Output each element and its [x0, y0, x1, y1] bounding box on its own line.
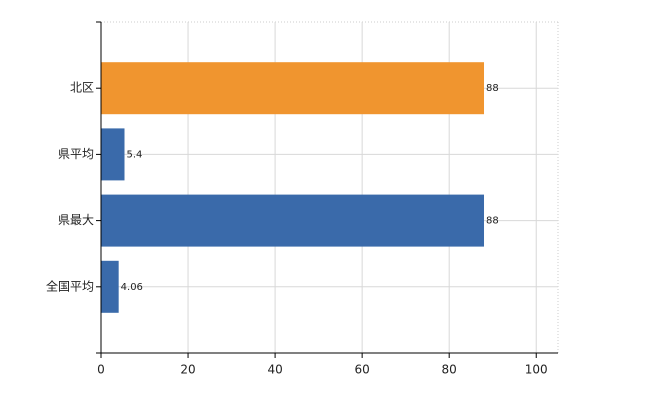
value-label: 88 — [486, 83, 499, 94]
bar — [101, 62, 485, 115]
bar — [101, 128, 125, 181]
x-tick-label: 40 — [267, 363, 282, 377]
y-tick-label: 北区 — [70, 81, 94, 95]
bar — [101, 260, 119, 313]
y-tick-label: 県平均 — [58, 147, 94, 161]
x-tick-label: 60 — [355, 363, 370, 377]
x-tick-label: 20 — [180, 363, 195, 377]
x-tick-label: 80 — [442, 363, 457, 377]
bar — [101, 194, 485, 247]
x-tick-label: 0 — [97, 363, 105, 377]
x-tick-label: 100 — [525, 363, 548, 377]
value-label: 5.4 — [127, 149, 143, 160]
y-tick-label: 県最大 — [58, 213, 94, 227]
value-label: 88 — [486, 216, 499, 227]
y-tick-label: 全国平均 — [46, 278, 94, 293]
value-label: 4.06 — [121, 282, 143, 293]
